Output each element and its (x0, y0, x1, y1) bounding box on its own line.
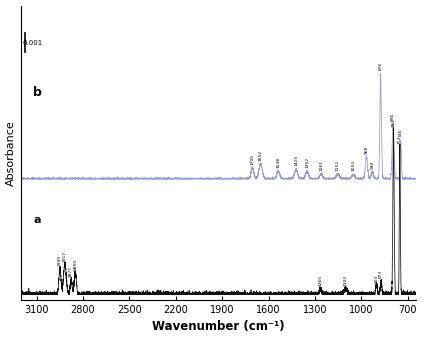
Text: 793: 793 (391, 119, 396, 127)
Text: 1352: 1352 (305, 156, 309, 167)
Text: 1265: 1265 (318, 274, 323, 285)
Text: 1053: 1053 (351, 160, 355, 172)
Text: 2917: 2917 (63, 251, 67, 262)
Text: 2850: 2850 (73, 259, 77, 270)
Text: a: a (33, 215, 41, 225)
Text: b: b (33, 86, 42, 99)
Text: 752: 752 (398, 135, 402, 144)
Text: 1705: 1705 (251, 154, 254, 165)
Text: 2877: 2877 (69, 266, 73, 277)
Text: 1538: 1538 (276, 157, 280, 168)
Text: 930: 930 (370, 160, 374, 169)
Text: 0.001: 0.001 (22, 40, 43, 46)
Text: 903: 903 (374, 275, 379, 283)
Text: 1261: 1261 (319, 160, 323, 171)
Text: 1103: 1103 (343, 275, 348, 286)
Text: 873: 873 (379, 270, 383, 278)
Text: 876: 876 (379, 62, 383, 70)
Text: 968: 968 (365, 146, 368, 154)
Text: 1423: 1423 (294, 155, 298, 166)
X-axis label: Wavenumber (cm⁻¹): Wavenumber (cm⁻¹) (152, 320, 285, 334)
Text: 2949: 2949 (58, 255, 62, 266)
Y-axis label: Absorbance: Absorbance (6, 120, 16, 186)
Text: 796: 796 (391, 113, 395, 121)
Text: 1652: 1652 (259, 150, 262, 161)
Text: 746: 746 (399, 129, 403, 137)
Text: 1152: 1152 (336, 160, 340, 171)
